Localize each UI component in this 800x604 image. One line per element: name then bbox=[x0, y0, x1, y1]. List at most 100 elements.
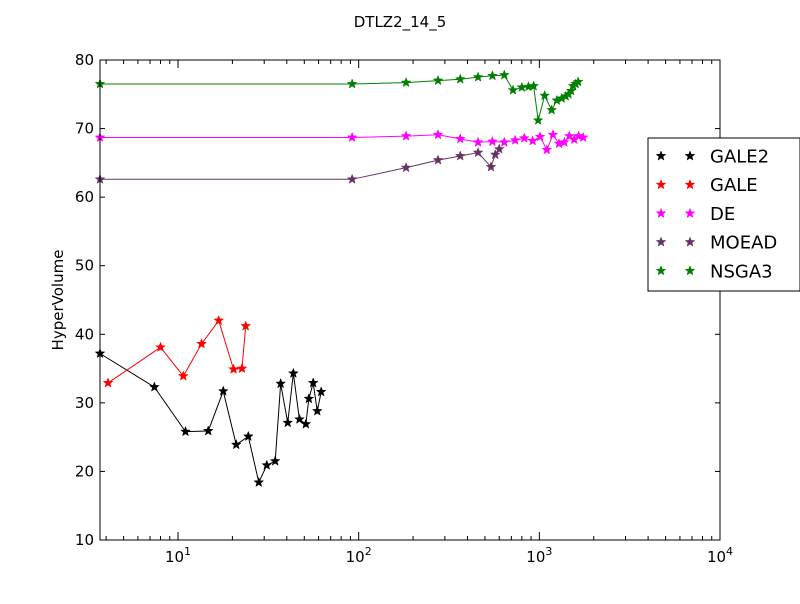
data-point-gale2 bbox=[275, 377, 287, 389]
y-tick-label: 40 bbox=[75, 325, 94, 343]
legend-label-nsga3: NSGA3 bbox=[710, 261, 773, 282]
data-point-moead bbox=[489, 148, 501, 160]
data-point-moead bbox=[485, 161, 497, 172]
series-line-de bbox=[100, 133, 584, 152]
y-tick-label: 60 bbox=[75, 188, 94, 206]
data-point-nsga3 bbox=[507, 84, 519, 95]
data-point-nsga3 bbox=[472, 71, 484, 82]
legend-label-de: DE bbox=[710, 204, 735, 225]
data-point-nsga3 bbox=[539, 89, 551, 101]
data-point-moead bbox=[432, 154, 444, 165]
data-point-de bbox=[498, 136, 510, 147]
data-point-moead bbox=[346, 173, 358, 184]
legend-marker bbox=[655, 150, 667, 161]
data-point-gale2 bbox=[230, 438, 242, 450]
data-point-de bbox=[509, 134, 521, 145]
y-tick-label: 70 bbox=[75, 120, 94, 138]
legend-marker bbox=[684, 265, 696, 276]
data-point-gale bbox=[155, 341, 166, 352]
data-point-nsga3 bbox=[528, 80, 540, 91]
data-point-gale2 bbox=[269, 455, 281, 466]
data-point-gale2 bbox=[303, 393, 315, 404]
data-point-gale2 bbox=[217, 385, 229, 396]
data-point-gale2 bbox=[315, 386, 327, 397]
data-point-gale bbox=[236, 362, 248, 374]
data-point-gale2 bbox=[180, 425, 191, 437]
legend-marker bbox=[655, 265, 667, 276]
legend-box bbox=[647, 137, 800, 292]
data-point-de bbox=[547, 129, 559, 140]
data-point-gale2 bbox=[282, 417, 294, 428]
data-point-nsga3 bbox=[432, 74, 444, 86]
legend: GALE2 GALE DE MOEAD NSGA3 bbox=[647, 137, 800, 292]
data-point-gale2 bbox=[311, 405, 323, 416]
axes-layer: 10 20 30 40 50 60 70 80 101 102 103 104 bbox=[75, 51, 733, 566]
data-point-nsga3 bbox=[454, 73, 466, 84]
data-point-de bbox=[577, 131, 589, 143]
x-tick-label: 103 bbox=[526, 545, 552, 566]
data-point-de bbox=[454, 133, 466, 144]
data-point-de bbox=[432, 129, 444, 140]
legend-marker bbox=[684, 236, 696, 247]
data-point-gale2 bbox=[202, 425, 214, 436]
data-point-de bbox=[400, 130, 412, 141]
y-tick-label: 20 bbox=[75, 462, 94, 480]
legend-marker bbox=[684, 207, 696, 219]
data-point-gale bbox=[213, 314, 225, 326]
data-point-gale2 bbox=[253, 476, 265, 488]
legend-marker bbox=[655, 207, 667, 219]
legend-label-moead: MOEAD bbox=[710, 233, 777, 254]
series-line-gale bbox=[107, 319, 247, 384]
data-point-gale2 bbox=[148, 381, 160, 392]
data-point-de bbox=[346, 131, 358, 143]
data-point-moead bbox=[472, 146, 484, 158]
data-point-gale2 bbox=[300, 418, 312, 429]
data-point-gale2 bbox=[307, 377, 319, 388]
data-point-de bbox=[518, 132, 530, 143]
series-line-moead bbox=[100, 148, 500, 180]
x-tick-label: 104 bbox=[707, 545, 733, 566]
data-point-gale bbox=[240, 320, 252, 331]
series-moead bbox=[94, 143, 505, 184]
data-point-nsga3 bbox=[498, 69, 510, 80]
data-point-de bbox=[573, 130, 585, 141]
series-layer bbox=[94, 69, 589, 488]
data-point-de bbox=[558, 136, 570, 147]
data-point-de bbox=[563, 130, 575, 141]
legend-label-gale2: GALE2 bbox=[710, 147, 769, 168]
data-point-gale bbox=[177, 370, 189, 381]
data-point-nsga3 bbox=[546, 104, 558, 115]
series-nsga3 bbox=[94, 69, 584, 125]
y-tick-label: 30 bbox=[75, 394, 94, 412]
data-point-moead bbox=[454, 150, 466, 161]
data-point-nsga3 bbox=[346, 78, 358, 89]
plot-frame bbox=[99, 59, 721, 541]
data-point-de bbox=[534, 131, 546, 142]
data-point-nsga3 bbox=[400, 76, 412, 88]
y-tick-label: 80 bbox=[75, 51, 94, 69]
y-tick-label: 10 bbox=[75, 531, 94, 549]
data-point-gale2 bbox=[242, 430, 254, 442]
data-point-gale2 bbox=[293, 413, 305, 424]
data-point-gale bbox=[196, 338, 207, 349]
legend-marker bbox=[655, 236, 667, 247]
series-de bbox=[94, 129, 589, 155]
legend-marker bbox=[684, 150, 696, 161]
data-point-de bbox=[541, 144, 553, 155]
data-point-moead bbox=[400, 161, 412, 173]
legend-marker bbox=[655, 178, 667, 190]
chart-title: DTLZ2_14_5 bbox=[354, 13, 447, 32]
data-point-de bbox=[486, 135, 498, 147]
legend-label-gale: GALE bbox=[710, 175, 758, 196]
data-point-moead bbox=[493, 143, 505, 154]
data-point-gale2 bbox=[287, 367, 299, 378]
legend-marker bbox=[684, 178, 696, 190]
x-tick-label: 102 bbox=[346, 545, 372, 566]
data-point-de bbox=[527, 135, 539, 146]
data-point-gale bbox=[228, 363, 239, 374]
data-point-nsga3 bbox=[486, 70, 498, 81]
y-tick-label: 50 bbox=[75, 257, 94, 275]
series-gale2 bbox=[94, 347, 327, 488]
series-gale bbox=[102, 314, 252, 388]
